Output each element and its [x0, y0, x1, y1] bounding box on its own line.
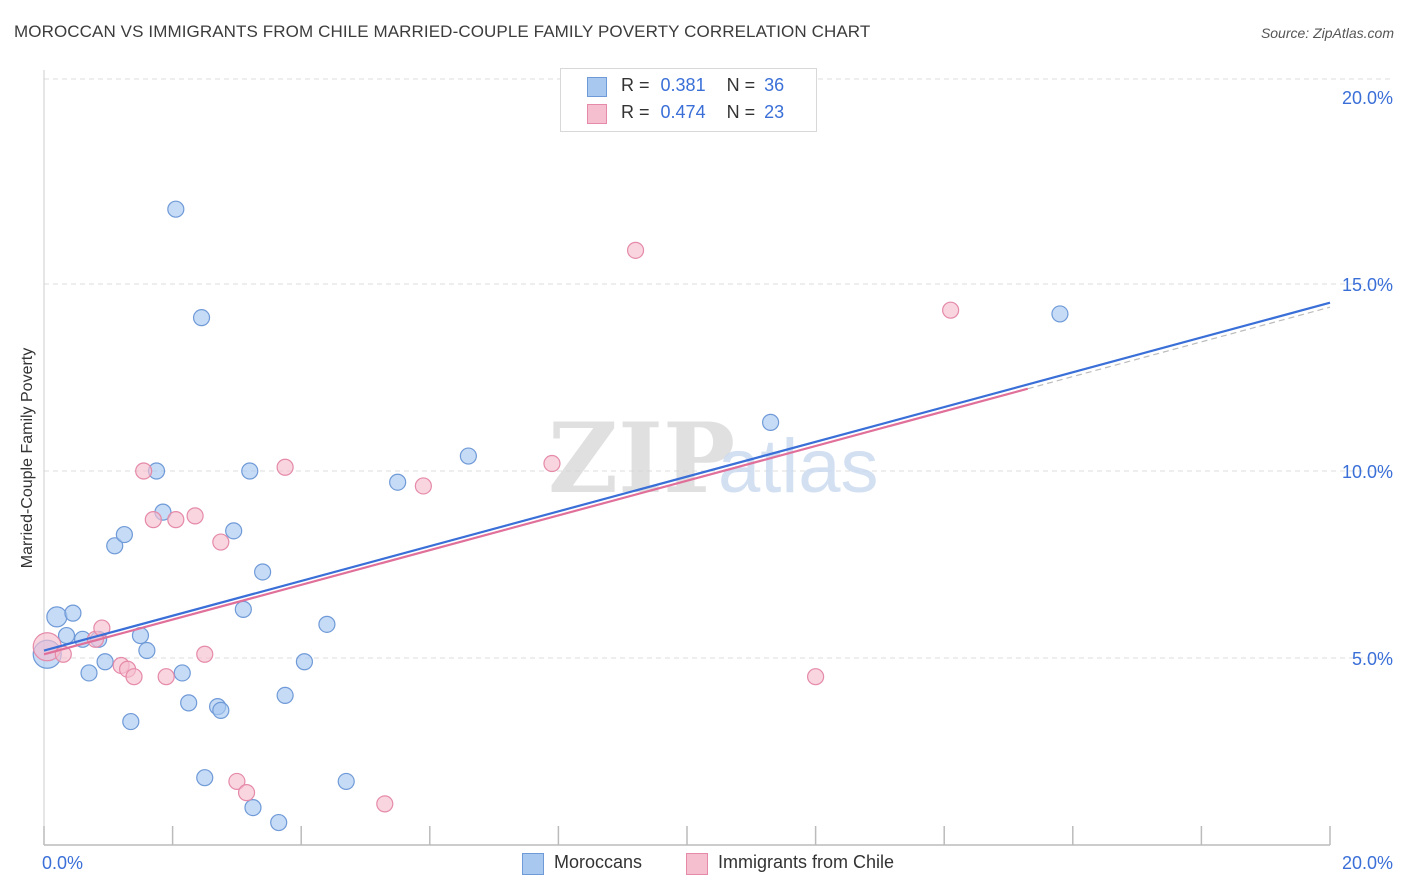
moroccans-point — [225, 522, 243, 540]
chile-point — [237, 784, 256, 802]
moroccans-point — [295, 653, 314, 671]
source-label: Source: ZipAtlas.com — [1260, 25, 1394, 41]
y-tick-label: 10.0% — [1342, 462, 1393, 482]
chile-point — [806, 668, 825, 686]
moroccans-trendline — [43, 301, 1331, 652]
moroccans-point — [192, 309, 211, 327]
moroccans-point — [106, 537, 124, 555]
chile-point — [626, 241, 645, 259]
moroccans-point — [80, 664, 98, 682]
correlation-legend: R = 0.381 N = 36 R = 0.474 N = 23 — [560, 68, 817, 132]
chile-point — [212, 533, 230, 551]
moroccans-point — [212, 701, 230, 719]
legend-label: Immigrants from Chile — [718, 852, 895, 872]
chile-point — [167, 511, 185, 529]
moroccans-point — [234, 600, 252, 618]
moroccans-point — [173, 664, 191, 682]
moroccans-point — [138, 641, 156, 660]
moroccans-point — [761, 413, 780, 431]
chile-point — [93, 619, 111, 637]
moroccans-point — [46, 606, 68, 628]
moroccans-point — [276, 686, 294, 705]
watermark-atlas: atlas — [718, 424, 879, 509]
chart-title: MOROCCAN VS IMMIGRANTS FROM CHILE MARRIE… — [14, 22, 871, 41]
moroccans-point — [115, 525, 133, 544]
moroccans-point — [389, 473, 407, 491]
chile-point — [228, 772, 246, 791]
moroccans-point — [270, 813, 288, 832]
moroccans-point — [318, 615, 336, 633]
chile-point — [543, 454, 561, 473]
y-tick-label: 20.0% — [1342, 88, 1393, 108]
moroccans-point — [459, 447, 477, 465]
r-label: R = — [621, 102, 650, 122]
chile-point — [276, 458, 294, 476]
moroccans-point — [241, 462, 259, 480]
moroccans-point — [254, 563, 272, 581]
chile-swatch — [587, 104, 607, 124]
n-value: 23 — [764, 102, 785, 122]
moroccans-swatch — [587, 77, 607, 97]
moroccans-point — [96, 653, 114, 671]
moroccans-point — [1051, 305, 1069, 323]
chile-point — [125, 668, 143, 686]
moroccans-swatch — [522, 853, 544, 875]
chile-swatch — [686, 853, 708, 875]
moroccans-point — [167, 200, 185, 218]
chile-point — [196, 645, 214, 663]
chile-point — [144, 511, 162, 529]
chile-point — [157, 668, 175, 686]
chile-trendline — [43, 387, 1029, 656]
watermark-zip: ZIP — [548, 402, 735, 515]
moroccans-point — [180, 694, 198, 712]
r-value: 0.381 — [660, 75, 706, 95]
x-tick-label: 0.0% — [42, 853, 83, 873]
chile-point — [942, 301, 960, 319]
y-tick-label: 5.0% — [1352, 649, 1393, 669]
y-tick-label: 15.0% — [1342, 275, 1393, 295]
chile-point — [376, 795, 394, 813]
moroccans-point — [57, 626, 76, 645]
moroccans-point — [122, 712, 140, 731]
moroccans-point — [196, 769, 214, 787]
chile-trendline-extension — [1027, 306, 1331, 390]
n-label: N = — [726, 102, 756, 122]
legend-label: Moroccans — [554, 852, 643, 872]
x-tick-label: 20.0% — [1342, 853, 1393, 873]
chile-point — [414, 477, 432, 495]
moroccans-point — [64, 604, 82, 622]
r-label: R = — [621, 75, 650, 95]
n-label: N = — [726, 75, 756, 95]
chile-point — [186, 507, 204, 525]
r-value: 0.474 — [660, 102, 706, 122]
n-value: 36 — [764, 75, 785, 95]
chile-point — [135, 462, 153, 480]
moroccans-point — [337, 772, 355, 791]
moroccans-point — [244, 798, 262, 817]
